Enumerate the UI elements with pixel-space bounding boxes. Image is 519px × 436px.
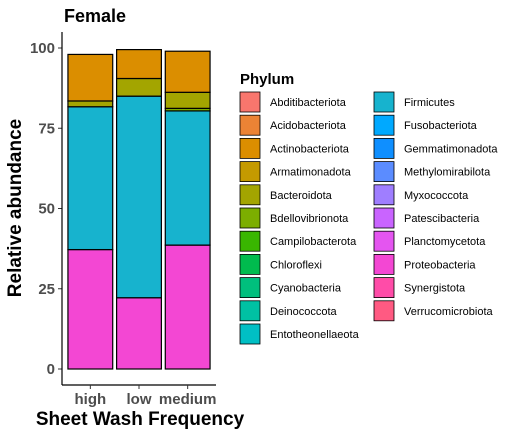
x-tick-label-medium: medium xyxy=(159,391,217,408)
bars-group xyxy=(67,49,211,370)
bar-segment-high-firmicutes xyxy=(67,106,114,251)
legend-swatch-abditibacteriota xyxy=(239,91,261,113)
legend-label-gemmatimonadota: Gemmatimonadota xyxy=(404,143,498,155)
legend-label-actinobacteriota: Actinobacteriota xyxy=(270,143,350,155)
legend-label-abditibacteriota: Abditibacteriota xyxy=(270,97,347,109)
legend-label-methylomirabilota: Methylomirabilota xyxy=(404,167,491,179)
y-tick-label: 25 xyxy=(38,281,55,298)
y-tick-label: 100 xyxy=(30,40,55,57)
legend-label-myxococcota: Myxococcota xyxy=(404,190,469,202)
x-tick-label-low: low xyxy=(127,391,152,408)
legend-swatch-armatimonadota xyxy=(239,161,261,183)
legend-label-synergistota: Synergistota xyxy=(404,283,466,295)
legend-label-planctomycetota: Planctomycetota xyxy=(404,236,486,248)
legend-swatch-myxococcota xyxy=(373,184,395,206)
y-tick-label: 75 xyxy=(38,120,55,137)
legend-swatch-proteobacteria xyxy=(373,253,395,275)
bar-segment-low-proteobacteria xyxy=(116,297,162,370)
legend: Abditibacteriota Acidobacteriota Actinobac… xyxy=(239,91,498,345)
x-tick-label-high: high xyxy=(75,391,107,408)
legend-label-firmicutes: Firmicutes xyxy=(404,97,455,109)
legend-swatch-verrucomicrobiota xyxy=(373,300,395,322)
bar-segment-low-actinobacteriota xyxy=(116,49,162,80)
legend-swatch-patescibacteria xyxy=(373,207,395,229)
legend-swatch-deinococcota xyxy=(239,300,261,322)
legend-swatch-methylomirabilota xyxy=(373,161,395,183)
legend-label-patescibacteria: Patescibacteria xyxy=(404,213,480,225)
legend-swatch-firmicutes xyxy=(373,91,395,113)
legend-swatch-entotheonellaeota xyxy=(239,323,261,345)
legend-swatch-planctomycetota xyxy=(373,230,395,252)
legend-swatch-bdellovibrionota xyxy=(239,207,261,229)
bar-segment-high-bacteroidota xyxy=(67,100,114,108)
legend-swatch-bacteroidota xyxy=(239,184,261,206)
legend-swatch-synergistota xyxy=(373,277,395,299)
legend-label-proteobacteria: Proteobacteria xyxy=(404,259,476,271)
y-tick-label: 50 xyxy=(38,201,55,218)
legend-swatch-campilobacterota xyxy=(239,230,261,252)
y-tick-label: 0 xyxy=(47,361,55,378)
bar-segment-medium-firmicutes xyxy=(164,110,211,246)
legend-swatch-actinobacteriota xyxy=(239,137,261,159)
legend-swatch-chloroflexi xyxy=(239,253,261,275)
bar-segment-medium-bacteroidota xyxy=(164,91,211,109)
legend-label-cyanobacteria: Cyanobacteria xyxy=(270,283,342,295)
bar-segment-medium-proteobacteria xyxy=(164,244,211,370)
bar-segment-low-bacteroidota xyxy=(116,77,162,97)
legend-label-armatimonadota: Armatimonadota xyxy=(270,167,352,179)
legend-label-bdellovibrionota: Bdellovibrionota xyxy=(270,213,349,225)
legend-swatch-acidobacteriota xyxy=(239,114,261,136)
legend-label-bacteroidota: Bacteroidota xyxy=(270,190,333,202)
legend-label-verrucomicrobiota: Verrucomicrobiota xyxy=(404,306,494,318)
legend-label-fusobacteriota: Fusobacteriota xyxy=(404,120,478,132)
legend-label-deinococcota: Deinococcota xyxy=(270,306,338,318)
bar-segment-high-proteobacteria xyxy=(67,248,114,370)
x-axis-title: Sheet Wash Frequency xyxy=(36,409,245,430)
legend-swatch-fusobacteriota xyxy=(373,114,395,136)
y-axis-title: Relative abundance xyxy=(5,119,26,297)
bar-segment-high-actinobacteriota xyxy=(67,53,114,102)
x-axis-ticks: high low medium xyxy=(75,385,217,408)
bar-segment-medium-actinobacteriota xyxy=(164,50,211,93)
legend-swatch-gemmatimonadota xyxy=(373,137,395,159)
y-axis-ticks: 0 25 50 75 100 xyxy=(30,40,62,378)
legend-label-chloroflexi: Chloroflexi xyxy=(270,259,322,271)
legend-swatch-cyanobacteria xyxy=(239,277,261,299)
legend-label-entotheonellaeota: Entotheonellaeota xyxy=(270,329,360,341)
bar-segment-low-firmicutes xyxy=(116,95,162,299)
chart-title: Female xyxy=(64,6,126,26)
legend-label-acidobacteriota: Acidobacteriota xyxy=(270,120,347,132)
legend-label-campilobacterota: Campilobacterota xyxy=(270,236,357,248)
legend-title: Phylum xyxy=(240,71,294,88)
